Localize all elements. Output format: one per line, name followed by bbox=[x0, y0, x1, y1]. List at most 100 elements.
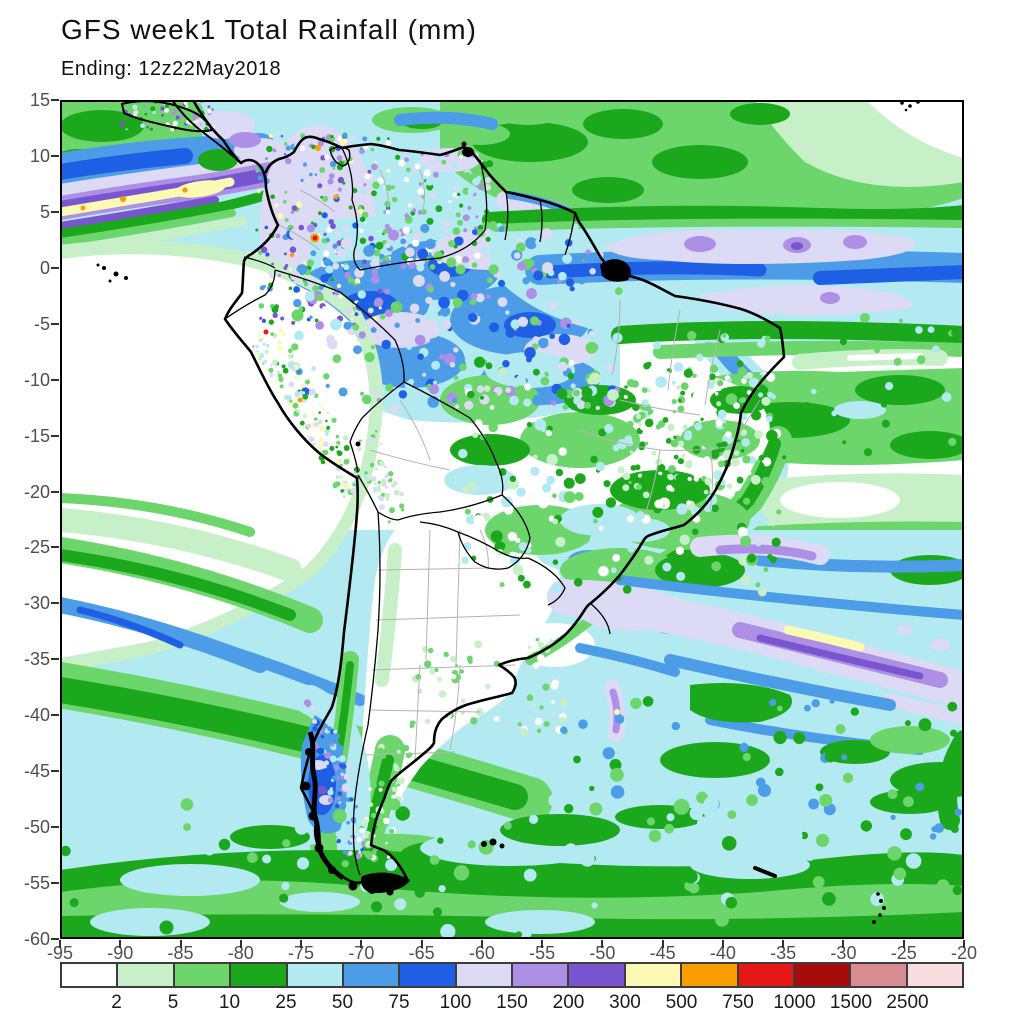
y-tick-mark bbox=[51, 770, 59, 773]
colorbar-tick-label: 2 bbox=[111, 992, 122, 1013]
y-tick-label: -15 bbox=[23, 425, 50, 446]
map-frame-border bbox=[60, 100, 964, 939]
storm-track bbox=[547, 534, 964, 798]
map-plot-area bbox=[60, 100, 964, 939]
colorbar-cell bbox=[343, 964, 401, 986]
x-tick-mark bbox=[661, 940, 664, 948]
colorbar-tick-label: 200 bbox=[552, 992, 585, 1013]
colorbar-cell bbox=[851, 964, 908, 986]
y-tick-mark bbox=[51, 826, 59, 829]
x-tick-label: -60 bbox=[468, 943, 495, 963]
x-tick-label: -30 bbox=[830, 943, 857, 963]
y-tick-mark bbox=[51, 99, 59, 101]
x-tick-mark bbox=[902, 940, 905, 948]
y-tick-mark bbox=[51, 266, 59, 269]
colorbar-cell bbox=[738, 964, 795, 986]
y-tick-label: -35 bbox=[23, 649, 50, 670]
y-tick-label: -50 bbox=[23, 817, 50, 838]
x-tick-label: -55 bbox=[529, 943, 556, 963]
y-tick-label: -60 bbox=[23, 929, 50, 949]
x-tick-mark bbox=[842, 940, 845, 948]
x-tick-label: -40 bbox=[709, 943, 736, 963]
country-borders bbox=[224, 147, 611, 876]
colorbar-tick-label: 2500 bbox=[886, 992, 929, 1013]
colorbar-cell bbox=[231, 964, 288, 986]
y-tick-label: -25 bbox=[23, 537, 50, 558]
y-tick-label: 0 bbox=[39, 257, 50, 278]
x-tick-mark bbox=[420, 940, 423, 948]
colorbar-tick-label: 1500 bbox=[829, 992, 873, 1013]
colorbar-cell bbox=[794, 964, 852, 986]
x-tick-label: -20 bbox=[950, 943, 977, 963]
y-tick-mark bbox=[51, 154, 59, 157]
x-tick-mark bbox=[59, 940, 61, 948]
page-title: GFS week1 Total Rainfall (mm) bbox=[61, 14, 477, 45]
colorbar-cell bbox=[625, 964, 683, 986]
colorbar-tick-label: 10 bbox=[218, 992, 241, 1013]
x-tick-label: -35 bbox=[770, 943, 797, 963]
colorbar-tick-label: 100 bbox=[439, 992, 472, 1013]
x-tick-mark bbox=[480, 940, 483, 948]
y-tick-label: 10 bbox=[29, 145, 50, 166]
y-tick-mark bbox=[51, 322, 59, 325]
y-tick-label: -40 bbox=[23, 705, 50, 726]
x-tick-mark bbox=[721, 940, 724, 948]
y-tick-label: 15 bbox=[29, 90, 50, 110]
colorbar-cell bbox=[62, 964, 119, 986]
colorbar-cell bbox=[569, 964, 626, 986]
y-tick-label: -5 bbox=[33, 313, 50, 334]
y-tick-label: -55 bbox=[23, 873, 50, 894]
y-tick-label: -10 bbox=[23, 369, 50, 390]
colorbar-tick-label: 5 bbox=[167, 992, 179, 1013]
y-tick-mark bbox=[51, 490, 59, 493]
y-tick-label: -45 bbox=[23, 761, 50, 782]
valid-time-label: Ending: 12z22May2018 bbox=[61, 58, 282, 80]
colorbar-cell bbox=[682, 964, 739, 986]
y-tick-mark bbox=[51, 210, 59, 213]
colorbar-tick-label: 150 bbox=[496, 992, 528, 1013]
colorbar-cell bbox=[118, 964, 175, 986]
x-tick-label: -65 bbox=[408, 943, 435, 963]
x-tick-mark bbox=[360, 940, 363, 948]
colorbar-cell bbox=[400, 964, 457, 986]
colorbar-tick-label: 500 bbox=[665, 992, 698, 1013]
colorbar-cell bbox=[287, 964, 344, 986]
x-tick-mark bbox=[119, 940, 122, 948]
colorbar-cell bbox=[174, 964, 232, 986]
fjords-and-islands bbox=[96, 100, 920, 924]
x-tick-mark bbox=[239, 940, 242, 948]
y-tick-label: 5 bbox=[39, 201, 50, 222]
x-tick-label: -90 bbox=[107, 943, 134, 963]
x-tick-label: -80 bbox=[227, 943, 254, 963]
rainfall-colorbar bbox=[60, 962, 964, 988]
x-tick-mark bbox=[601, 940, 604, 948]
x-tick-label: -95 bbox=[46, 943, 73, 963]
y-tick-mark bbox=[51, 546, 59, 549]
y-tick-label: -20 bbox=[23, 481, 50, 502]
x-tick-label: -85 bbox=[167, 943, 194, 963]
y-tick-mark bbox=[51, 602, 59, 605]
x-tick-mark bbox=[782, 940, 785, 948]
x-tick-mark bbox=[300, 940, 303, 948]
colorbar-cell bbox=[456, 964, 513, 986]
y-tick-label: -30 bbox=[23, 593, 50, 614]
x-tick-label: -75 bbox=[288, 943, 315, 963]
y-tick-mark bbox=[51, 882, 59, 885]
pacific-itcz-band bbox=[60, 111, 286, 257]
x-tick-label: -25 bbox=[890, 943, 917, 963]
colorbar-tick-label: 75 bbox=[388, 992, 410, 1013]
colorbar-tick-label: 50 bbox=[331, 992, 354, 1013]
colorbar-tick-label: 25 bbox=[275, 992, 297, 1013]
x-tick-mark bbox=[963, 940, 965, 948]
colorbar-tick-label: 1000 bbox=[773, 992, 816, 1013]
atlantic-itcz-bands bbox=[482, 205, 964, 544]
rainfall-map-art bbox=[60, 100, 964, 939]
y-tick-mark bbox=[51, 714, 59, 717]
x-tick-mark bbox=[179, 940, 182, 948]
state-borders bbox=[276, 169, 761, 761]
x-tick-mark bbox=[541, 940, 544, 948]
colorbar-cell bbox=[513, 964, 570, 986]
x-tick-label: -70 bbox=[348, 943, 375, 963]
x-tick-label: -45 bbox=[649, 943, 676, 963]
